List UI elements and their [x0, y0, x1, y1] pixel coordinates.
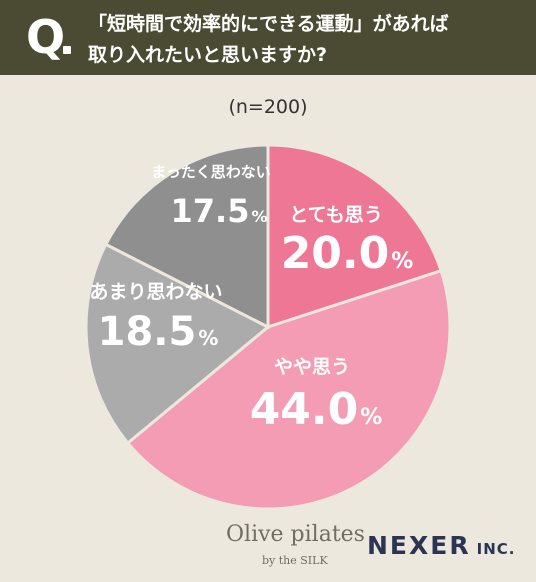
slice-value-yaya-omou: 44.0% [250, 384, 383, 435]
q-mark: Q [26, 10, 66, 64]
question-line-1: 「短時間で効率的にできる運動」があれば [88, 13, 449, 35]
slice-label-mattaku-omowanai: まったく思わない [151, 163, 270, 181]
pie-slice-totemo-omou [266, 143, 443, 330]
nexer-logo-text: NEXER [367, 531, 471, 560]
slice-value-mattaku-omowanai: 17.5% [171, 192, 268, 230]
slice-label-totemo-omou: とても思う [289, 204, 382, 226]
question-line-2: 取り入れたいと思いますか? [88, 44, 328, 66]
sample-size: (n=200) [228, 96, 308, 118]
nexer-logo-inc: INC. [476, 540, 516, 558]
olive-pilates-logo: Olive pilates [226, 522, 365, 547]
q-mark-dot [63, 46, 71, 54]
pie-slice-amari-omowanai [84, 242, 271, 446]
slice-label-amari-omowanai: あまり思わない [89, 281, 222, 303]
pie-slice-yaya-omou [125, 268, 452, 511]
nexer-logo: NEXER INC. [367, 531, 515, 560]
slice-label-yaya-omou: やや思う [274, 356, 350, 378]
slice-value-amari-omowanai: 18.5% [98, 309, 219, 355]
question-header: Q 「短時間で効率的にできる運動」があれば 取り入れたいと思いますか? [0, 0, 536, 75]
olive-pilates-tagline: by the SILK [262, 554, 328, 567]
slice-value-totemo-omou: 20.0% [281, 228, 414, 279]
pie-slice-mattaku-omowanai [103, 143, 270, 330]
